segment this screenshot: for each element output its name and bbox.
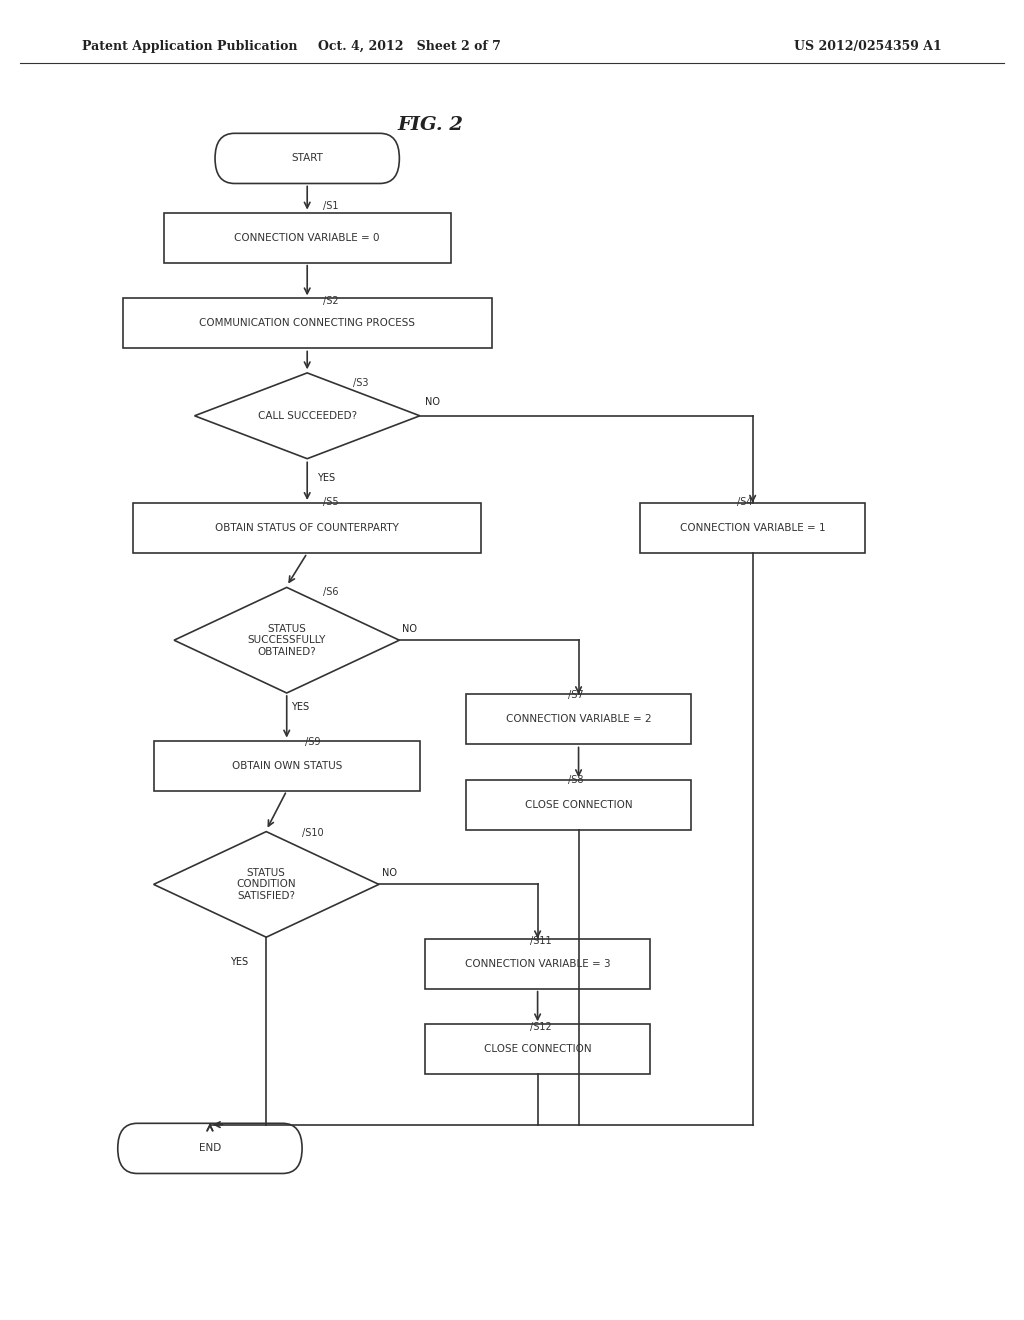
Text: /S6: /S6 [323, 586, 338, 597]
Text: STATUS
SUCCESSFULLY
OBTAINED?: STATUS SUCCESSFULLY OBTAINED? [248, 623, 326, 657]
Text: COMMUNICATION CONNECTING PROCESS: COMMUNICATION CONNECTING PROCESS [200, 318, 415, 329]
FancyBboxPatch shape [215, 133, 399, 183]
Text: /S8: /S8 [568, 775, 584, 785]
Text: /S7: /S7 [568, 689, 584, 700]
FancyBboxPatch shape [466, 694, 691, 744]
Text: /S11: /S11 [530, 936, 552, 946]
FancyBboxPatch shape [425, 1024, 650, 1074]
Text: /S3: /S3 [353, 378, 369, 388]
FancyBboxPatch shape [425, 939, 650, 989]
FancyBboxPatch shape [118, 1123, 302, 1173]
Text: OBTAIN STATUS OF COUNTERPARTY: OBTAIN STATUS OF COUNTERPARTY [215, 523, 399, 533]
Text: END: END [199, 1143, 221, 1154]
Text: CONNECTION VARIABLE = 3: CONNECTION VARIABLE = 3 [465, 958, 610, 969]
Text: /S10: /S10 [302, 828, 324, 838]
Text: CLOSE CONNECTION: CLOSE CONNECTION [483, 1044, 592, 1055]
FancyBboxPatch shape [466, 780, 691, 830]
Text: NO: NO [425, 396, 440, 407]
FancyBboxPatch shape [123, 298, 492, 348]
Text: CLOSE CONNECTION: CLOSE CONNECTION [524, 800, 633, 810]
Polygon shape [174, 587, 399, 693]
Text: NO: NO [402, 623, 418, 634]
Text: /S2: /S2 [323, 296, 338, 306]
Text: NO: NO [382, 867, 397, 878]
Text: Oct. 4, 2012   Sheet 2 of 7: Oct. 4, 2012 Sheet 2 of 7 [318, 40, 501, 53]
Text: OBTAIN OWN STATUS: OBTAIN OWN STATUS [231, 760, 342, 771]
Text: FIG. 2: FIG. 2 [397, 116, 463, 135]
Text: CONNECTION VARIABLE = 2: CONNECTION VARIABLE = 2 [506, 714, 651, 725]
Text: STATUS
CONDITION
SATISFIED?: STATUS CONDITION SATISFIED? [237, 867, 296, 902]
Text: CONNECTION VARIABLE = 1: CONNECTION VARIABLE = 1 [680, 523, 825, 533]
FancyBboxPatch shape [133, 503, 481, 553]
Text: Patent Application Publication: Patent Application Publication [82, 40, 297, 53]
FancyBboxPatch shape [154, 741, 420, 791]
FancyBboxPatch shape [640, 503, 865, 553]
Text: START: START [291, 153, 324, 164]
Text: CONNECTION VARIABLE = 0: CONNECTION VARIABLE = 0 [234, 232, 380, 243]
Text: CALL SUCCEEDED?: CALL SUCCEEDED? [258, 411, 356, 421]
Text: /S1: /S1 [323, 201, 338, 211]
Text: /S12: /S12 [530, 1022, 552, 1032]
Text: YES: YES [317, 473, 336, 483]
Text: YES: YES [291, 702, 309, 713]
FancyBboxPatch shape [164, 213, 451, 263]
Polygon shape [154, 832, 379, 937]
Text: /S5: /S5 [323, 496, 338, 507]
Text: US 2012/0254359 A1: US 2012/0254359 A1 [795, 40, 942, 53]
Text: YES: YES [230, 957, 249, 968]
Text: /S9: /S9 [305, 737, 321, 747]
Text: /S4: /S4 [737, 496, 753, 507]
Polygon shape [195, 372, 420, 458]
